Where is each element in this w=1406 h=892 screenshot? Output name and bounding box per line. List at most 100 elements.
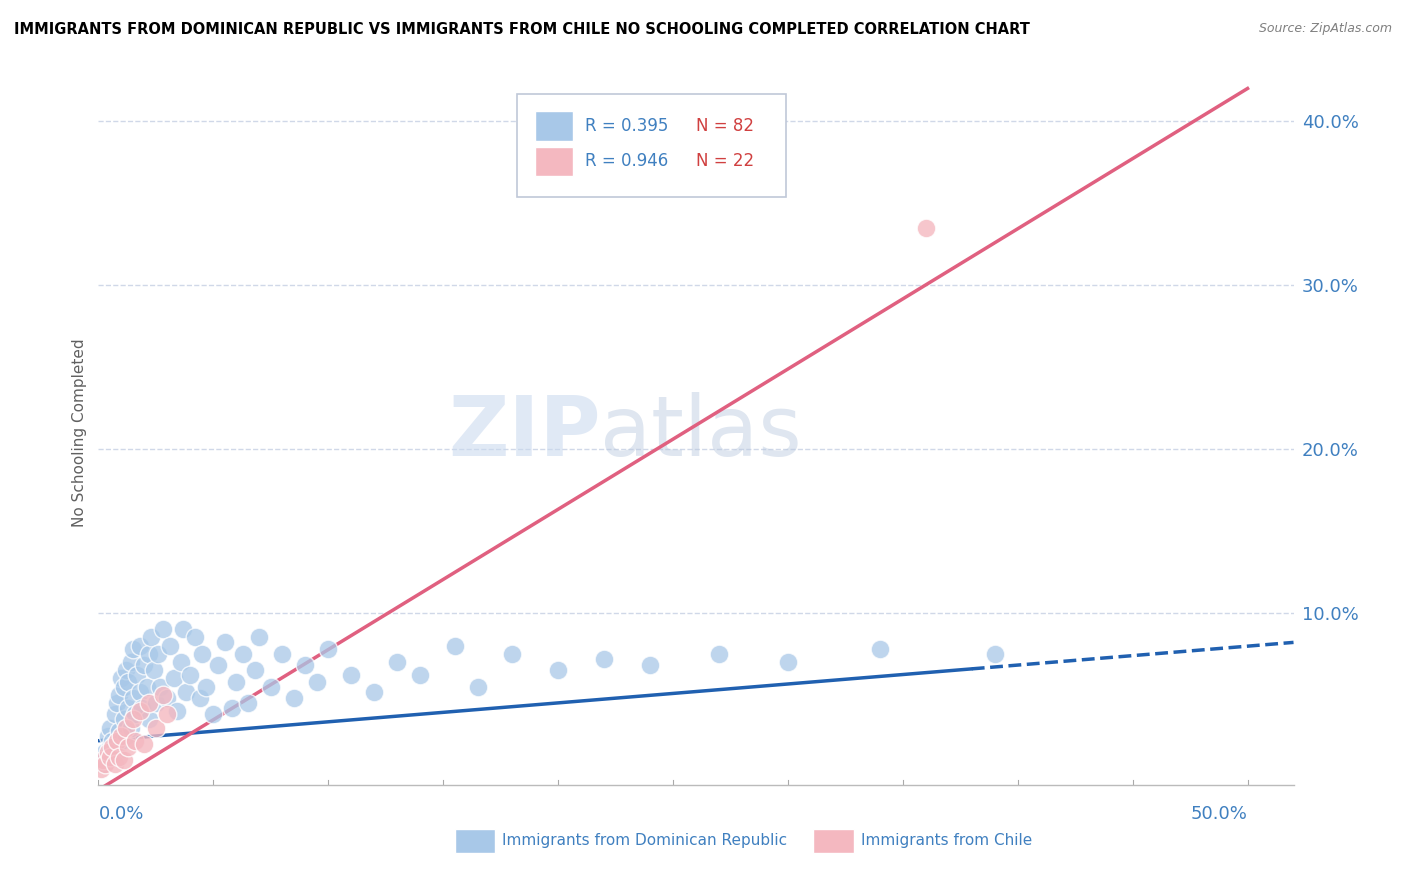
Point	[214, 635, 236, 649]
Point	[103, 737, 125, 751]
Point	[108, 750, 131, 764]
Text: Source: ZipAtlas.com: Source: ZipAtlas.com	[1258, 22, 1392, 36]
Point	[547, 663, 569, 677]
Point	[105, 733, 128, 747]
Point	[101, 740, 124, 755]
Point	[247, 631, 270, 645]
Point	[340, 668, 363, 682]
Point	[124, 707, 146, 722]
Point	[103, 707, 125, 722]
Point	[94, 745, 117, 759]
Point	[202, 707, 225, 722]
FancyBboxPatch shape	[454, 829, 495, 853]
FancyBboxPatch shape	[534, 112, 572, 141]
Point	[243, 663, 266, 677]
Point	[138, 696, 160, 710]
Point	[142, 663, 165, 677]
Point	[115, 729, 138, 743]
Point	[112, 753, 135, 767]
Point	[638, 658, 661, 673]
Point	[163, 672, 186, 686]
Point	[94, 756, 117, 771]
Point	[122, 691, 145, 706]
Point	[91, 753, 114, 767]
Point	[134, 658, 156, 673]
Point	[110, 733, 132, 747]
Point	[776, 655, 799, 669]
Point	[409, 668, 432, 682]
Point	[110, 672, 132, 686]
Text: ZIP: ZIP	[449, 392, 600, 473]
Point	[127, 668, 149, 682]
Point	[179, 668, 201, 682]
Point	[101, 750, 124, 764]
Point	[112, 713, 135, 727]
Point	[97, 729, 120, 743]
Text: IMMIGRANTS FROM DOMINICAN REPUBLIC VS IMMIGRANTS FROM CHILE NO SCHOOLING COMPLET: IMMIGRANTS FROM DOMINICAN REPUBLIC VS IM…	[14, 22, 1031, 37]
Point	[283, 691, 305, 706]
Point	[105, 745, 128, 759]
Point	[145, 696, 167, 710]
Point	[156, 707, 179, 722]
Point	[152, 688, 174, 702]
Point	[184, 631, 207, 645]
Text: Immigrants from Chile: Immigrants from Chile	[860, 833, 1032, 848]
Point	[115, 663, 138, 677]
Point	[128, 684, 150, 698]
Point	[128, 704, 150, 718]
Text: Immigrants from Dominican Republic: Immigrants from Dominican Republic	[502, 833, 787, 848]
Point	[156, 691, 179, 706]
Point	[260, 680, 283, 694]
Point	[90, 762, 112, 776]
Point	[707, 647, 730, 661]
Text: 0.0%: 0.0%	[98, 805, 143, 822]
Text: 50.0%: 50.0%	[1191, 805, 1247, 822]
Point	[159, 639, 181, 653]
Point	[91, 756, 114, 771]
Point	[145, 721, 167, 735]
Point	[225, 674, 247, 689]
Text: N = 82: N = 82	[696, 117, 754, 135]
Point	[149, 680, 172, 694]
Point	[134, 737, 156, 751]
Point	[98, 750, 121, 764]
Point	[232, 647, 254, 661]
Point	[467, 680, 489, 694]
Point	[501, 647, 523, 661]
Point	[110, 729, 132, 743]
Point	[98, 721, 121, 735]
Point	[271, 647, 294, 661]
Y-axis label: No Schooling Completed: No Schooling Completed	[72, 338, 87, 527]
Point	[191, 647, 214, 661]
Point	[103, 756, 125, 771]
Point	[124, 733, 146, 747]
Point	[128, 639, 150, 653]
Point	[122, 713, 145, 727]
Point	[115, 721, 138, 735]
Point	[138, 647, 160, 661]
Point	[117, 740, 139, 755]
Point	[188, 691, 211, 706]
Text: R = 0.395: R = 0.395	[585, 117, 668, 135]
Point	[152, 622, 174, 636]
Point	[869, 642, 891, 657]
Point	[195, 680, 218, 694]
Point	[101, 733, 124, 747]
Point	[97, 753, 120, 767]
Point	[148, 647, 170, 661]
Point	[112, 680, 135, 694]
Text: atlas: atlas	[600, 392, 801, 473]
Point	[120, 721, 142, 735]
Point	[207, 658, 229, 673]
Text: N = 22: N = 22	[696, 153, 754, 170]
Point	[316, 642, 339, 657]
Point	[120, 655, 142, 669]
Point	[170, 655, 193, 669]
FancyBboxPatch shape	[517, 95, 786, 196]
Point	[117, 674, 139, 689]
Point	[97, 745, 120, 759]
Point	[122, 642, 145, 657]
Point	[117, 701, 139, 715]
Point	[174, 684, 197, 698]
Point	[443, 639, 465, 653]
